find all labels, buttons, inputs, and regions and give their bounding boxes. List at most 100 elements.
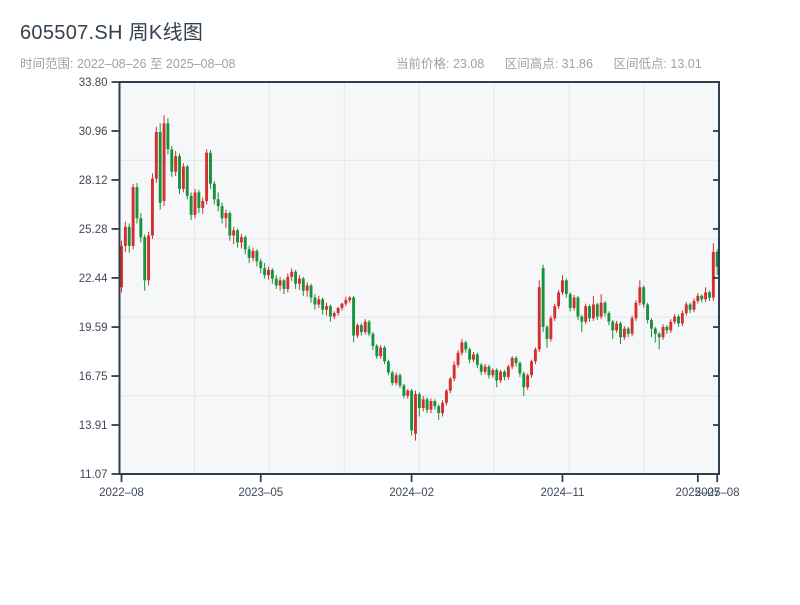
candle-body-up	[123, 226, 127, 246]
candle-body-down	[309, 285, 313, 298]
candle-body-up	[561, 280, 564, 293]
candle-body-down	[259, 261, 263, 269]
candle-body-up	[441, 402, 445, 414]
candle-body-down	[495, 370, 499, 381]
candle-body-up	[363, 321, 367, 333]
candle-body-up	[673, 316, 677, 322]
candle-body-up	[591, 304, 595, 319]
candle-body-up	[406, 390, 410, 396]
y-tick-label: 19.59	[79, 322, 108, 334]
candle-body-down	[607, 313, 611, 322]
candle-body-up	[336, 307, 340, 314]
candle-body-down	[576, 297, 580, 317]
candle-body-up	[344, 300, 348, 304]
candle-body-up	[239, 237, 243, 243]
range-low-label: 区间低点: 13.01	[613, 57, 702, 71]
candle-body-up	[278, 280, 282, 286]
candle-body-up	[162, 123, 166, 201]
candle-body-up	[224, 213, 228, 219]
candle-body-down	[503, 371, 506, 377]
candle-body-up	[120, 245, 123, 288]
candle-body-down	[313, 297, 317, 305]
candle-body-down	[263, 268, 267, 276]
candle-body-down	[468, 349, 472, 360]
chart-header: 605507.SH 周K线图 时间范围: 2022–08–26 至 2025–0…	[20, 20, 780, 71]
candle-body-up	[510, 357, 514, 367]
candle-body-down	[464, 342, 468, 350]
candle-body-up	[506, 366, 510, 377]
candle-body-up	[692, 301, 696, 310]
candle-body-up	[630, 318, 634, 334]
candle-body-down	[352, 297, 356, 336]
candle-body-up	[201, 200, 205, 208]
candle-body-down	[619, 323, 622, 338]
candle-body-down	[220, 206, 224, 219]
candle-body-up	[704, 292, 708, 300]
candle-body-down	[626, 328, 630, 334]
y-tick-label: 25.28	[79, 224, 108, 236]
candle-body-down	[642, 287, 646, 305]
candle-body-up	[174, 156, 178, 172]
candle-body-down	[243, 237, 247, 250]
candle-body-down	[158, 132, 162, 203]
candle-body-down	[646, 304, 650, 320]
candle-body-down	[410, 390, 414, 431]
candle-body-up	[472, 354, 475, 360]
candle-body-down	[708, 292, 711, 298]
candle-body-down	[475, 354, 479, 365]
candle-body-down	[386, 361, 390, 373]
candle-body-down	[166, 123, 170, 150]
candle-body-down	[398, 375, 402, 386]
candle-body-up	[491, 370, 495, 376]
y-tick-label: 30.96	[79, 126, 108, 138]
page-title: 605507.SH 周K线图	[20, 22, 204, 44]
candle-body-up	[696, 295, 700, 302]
candle-body-up	[661, 326, 665, 338]
candle-body-down	[580, 316, 584, 322]
y-tick-label: 13.91	[79, 420, 108, 432]
candle-body-down	[247, 249, 251, 258]
candle-body-down	[657, 333, 661, 338]
candle-body-down	[653, 328, 657, 334]
candle-body-up	[456, 352, 460, 365]
meta-row: 时间范围: 2022–08–26 至 2025–08–08 当前价格: 23.0…	[20, 53, 780, 71]
candle-body-up	[533, 349, 537, 362]
candle-body-down	[178, 156, 181, 189]
candle-body-down	[677, 316, 680, 324]
x-tick-label: 2025–07	[675, 487, 720, 499]
candle-body-up	[317, 299, 321, 305]
candle-body-up	[154, 132, 158, 179]
y-tick-label: 22.44	[79, 273, 108, 285]
candle-body-up	[290, 271, 294, 277]
candle-body-up	[526, 375, 530, 388]
candle-body-down	[139, 218, 143, 238]
candle-body-up	[530, 361, 533, 376]
candle-body-up	[348, 297, 352, 301]
candle-body-down	[433, 401, 437, 407]
candle-body-down	[274, 278, 278, 286]
candle-body-down	[209, 152, 212, 184]
candle-body-down	[417, 394, 421, 408]
candle-body-up	[193, 192, 197, 215]
y-tick-label: 11.07	[80, 469, 108, 481]
candle-body-up	[460, 342, 464, 353]
candle-body-up	[448, 378, 452, 391]
candle-body-down	[135, 187, 139, 219]
candle-body-up	[483, 366, 487, 372]
candle-body-up	[452, 364, 456, 379]
candle-body-up	[615, 323, 619, 331]
candle-body-up	[205, 152, 209, 201]
candle-body-down	[564, 280, 568, 295]
candle-body-down	[541, 268, 545, 327]
candle-body-down	[189, 195, 193, 215]
x-tick-label: 2025–08	[695, 487, 740, 499]
candle-body-down	[700, 295, 704, 300]
x-tick-label: 2023–05	[238, 487, 283, 499]
candle-body-down	[715, 251, 719, 267]
candle-body-down	[212, 183, 216, 200]
candle-body-down	[603, 302, 607, 314]
candle-body-down	[143, 237, 147, 281]
candle-body-up	[638, 287, 642, 303]
